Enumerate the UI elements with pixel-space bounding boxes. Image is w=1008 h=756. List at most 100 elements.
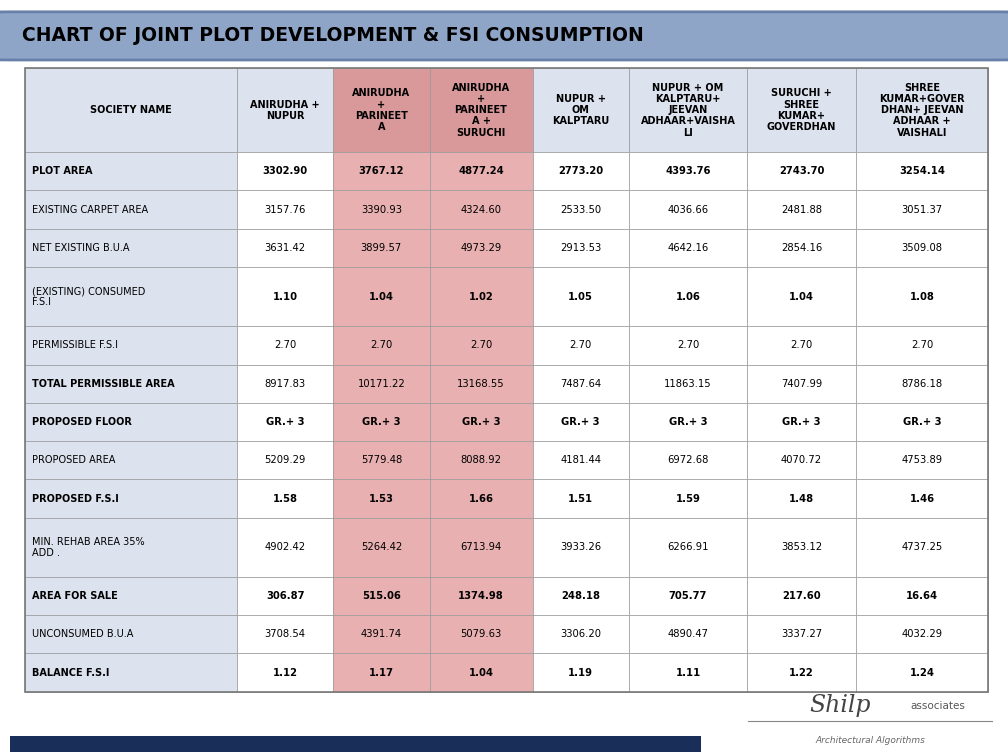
Text: 1.11: 1.11 (675, 668, 701, 677)
Bar (237, 191, 334, 229)
Text: PERMISSIBLE F.S.I: PERMISSIBLE F.S.I (32, 340, 118, 351)
Text: PROPOSED F.S.I: PROPOSED F.S.I (32, 494, 119, 503)
Bar (747, 364, 856, 403)
Text: 2481.88: 2481.88 (781, 205, 823, 215)
Text: 2913.53: 2913.53 (560, 243, 601, 253)
Bar (856, 327, 988, 364)
Bar (334, 615, 429, 653)
Bar (334, 191, 429, 229)
Text: 2.70: 2.70 (274, 340, 296, 351)
Text: 4070.72: 4070.72 (781, 455, 823, 465)
Text: 1.10: 1.10 (272, 292, 297, 302)
Text: Shilp: Shilp (809, 695, 871, 717)
Text: 8786.18: 8786.18 (901, 379, 942, 389)
Bar (334, 267, 429, 327)
Text: 705.77: 705.77 (668, 591, 708, 601)
Bar (532, 653, 629, 692)
Text: 10171.22: 10171.22 (358, 379, 405, 389)
Text: 2854.16: 2854.16 (781, 243, 823, 253)
Text: 1.04: 1.04 (789, 292, 814, 302)
Bar (629, 68, 747, 152)
Text: 4642.16: 4642.16 (667, 243, 709, 253)
Bar (629, 364, 747, 403)
Text: 3306.20: 3306.20 (560, 629, 601, 640)
Bar (237, 267, 334, 327)
Text: PLOT AREA: PLOT AREA (32, 166, 93, 176)
Text: 4391.74: 4391.74 (361, 629, 402, 640)
Text: 3767.12: 3767.12 (359, 166, 404, 176)
Bar (237, 68, 334, 152)
Bar (334, 152, 429, 191)
Bar (629, 479, 747, 518)
Text: 4393.76: 4393.76 (665, 166, 711, 176)
Bar (25, 441, 237, 479)
Bar (429, 191, 532, 229)
Bar (429, 364, 532, 403)
Text: 306.87: 306.87 (266, 591, 304, 601)
Bar (856, 577, 988, 615)
Bar (334, 229, 429, 267)
Bar (856, 267, 988, 327)
Text: SURUCHI +
SHREE
KUMAR+
GOVERDHAN: SURUCHI + SHREE KUMAR+ GOVERDHAN (767, 88, 837, 132)
Text: 5209.29: 5209.29 (264, 455, 305, 465)
Text: 5264.42: 5264.42 (361, 542, 402, 553)
Bar (629, 229, 747, 267)
Text: NUPUR +
OM
KALPTARU: NUPUR + OM KALPTARU (552, 94, 609, 126)
Bar (629, 327, 747, 364)
Text: 2.70: 2.70 (370, 340, 392, 351)
Bar (25, 364, 237, 403)
Text: 4890.47: 4890.47 (667, 629, 709, 640)
Text: PROPOSED AREA: PROPOSED AREA (32, 455, 115, 465)
Bar (334, 518, 429, 577)
Bar (237, 615, 334, 653)
Text: 2533.50: 2533.50 (560, 205, 601, 215)
Text: 4324.60: 4324.60 (461, 205, 502, 215)
Bar (25, 653, 237, 692)
Bar (747, 615, 856, 653)
Bar (532, 68, 629, 152)
Bar (429, 518, 532, 577)
Text: 6266.91: 6266.91 (667, 542, 709, 553)
Bar (237, 577, 334, 615)
Bar (856, 441, 988, 479)
Text: TOTAL PERMISSIBLE AREA: TOTAL PERMISSIBLE AREA (32, 379, 174, 389)
Bar (747, 267, 856, 327)
Text: 1.17: 1.17 (369, 668, 394, 677)
Bar (629, 615, 747, 653)
Bar (25, 152, 237, 191)
Bar (25, 267, 237, 327)
Bar (629, 191, 747, 229)
Bar (856, 479, 988, 518)
Text: 1.58: 1.58 (272, 494, 297, 503)
Bar (237, 403, 334, 441)
Text: 1.66: 1.66 (469, 494, 494, 503)
Bar (856, 68, 988, 152)
Text: PROPOSED FLOOR: PROPOSED FLOOR (32, 417, 132, 427)
Bar (429, 403, 532, 441)
Text: 2.70: 2.70 (570, 340, 592, 351)
Text: 1374.98: 1374.98 (458, 591, 504, 601)
Text: ANIRUDHA
+
PARINEET
A +
SURUCHI: ANIRUDHA + PARINEET A + SURUCHI (452, 82, 510, 138)
Text: 1.22: 1.22 (789, 668, 813, 677)
Text: 3051.37: 3051.37 (901, 205, 942, 215)
Bar (532, 518, 629, 577)
Bar (429, 441, 532, 479)
Bar (429, 653, 532, 692)
Text: NUPUR + OM
KALPTARU+
JEEVAN
ADHAAR+VAISHA
LI: NUPUR + OM KALPTARU+ JEEVAN ADHAAR+VAISH… (640, 82, 736, 138)
Bar (25, 518, 237, 577)
Text: 4032.29: 4032.29 (901, 629, 942, 640)
Bar (532, 229, 629, 267)
Bar (629, 403, 747, 441)
Bar (629, 267, 747, 327)
Bar (747, 152, 856, 191)
Bar (334, 479, 429, 518)
Text: ANIRUDHA
+
PARINEET
A: ANIRUDHA + PARINEET A (353, 88, 410, 132)
Text: 1.19: 1.19 (569, 668, 593, 677)
Text: 3254.14: 3254.14 (899, 166, 944, 176)
Bar (532, 191, 629, 229)
Bar (532, 441, 629, 479)
Bar (747, 327, 856, 364)
Bar (237, 229, 334, 267)
Text: 1.59: 1.59 (675, 494, 701, 503)
Text: 2.70: 2.70 (676, 340, 700, 351)
